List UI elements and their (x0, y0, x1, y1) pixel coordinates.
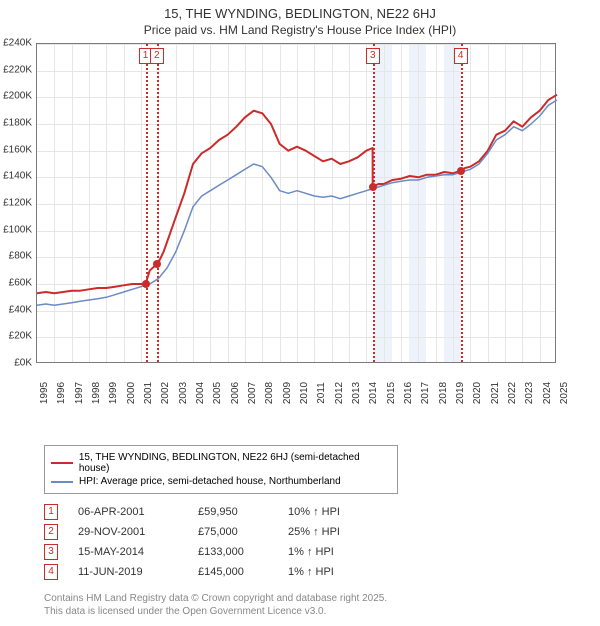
x-tick-label: 1996 (56, 382, 67, 404)
event-label: 3 (366, 48, 380, 64)
x-tick-label: 2017 (420, 382, 431, 404)
legend-swatch (51, 462, 73, 464)
y-tick-label: £200K (3, 91, 32, 102)
x-tick-label: 1999 (108, 382, 119, 404)
x-tick-label: 2001 (143, 382, 154, 404)
title-address: 15, THE WYNDING, BEDLINGTON, NE22 6HJ (0, 6, 600, 21)
x-tick-label: 2015 (386, 382, 397, 404)
legend-row: HPI: Average price, semi-detached house,… (51, 476, 391, 487)
sales-price: £133,000 (198, 546, 288, 558)
y-tick-label: £180K (3, 118, 32, 129)
sales-bullet: 2 (44, 524, 58, 540)
y-tick-label: £80K (9, 251, 32, 262)
y-tick-label: £40K (9, 304, 32, 315)
x-tick-label: 2023 (524, 382, 535, 404)
x-tick-label: 2016 (403, 382, 414, 404)
event-marker (153, 260, 161, 268)
x-axis-labels: 1995 1996 1997 1998 1999 2000 2001 2002 2003 2004… (36, 365, 556, 405)
y-tick-label: £240K (3, 38, 32, 49)
x-tick-label: 2020 (472, 382, 483, 404)
y-tick-label: £100K (3, 224, 32, 235)
x-tick-label: 2010 (299, 382, 310, 404)
x-tick-label: 1998 (91, 382, 102, 404)
x-tick-label: 2009 (282, 382, 293, 404)
x-tick-label: 1997 (74, 382, 85, 404)
y-axis-labels: £0K£20K£40K£60K£80K£100K£120K£140K£160K£… (0, 43, 34, 363)
x-tick-label: 2025 (559, 382, 570, 404)
x-tick-label: 2019 (455, 382, 466, 404)
sales-date: 06-APR-2001 (78, 506, 198, 518)
event-label: 2 (150, 48, 164, 64)
event-marker (369, 183, 377, 191)
line-chart-svg (37, 44, 557, 364)
sales-date: 11-JUN-2019 (78, 566, 198, 578)
sales-delta: 1% ↑ HPI (288, 566, 378, 578)
sales-price: £59,950 (198, 506, 288, 518)
title-subtitle: Price paid vs. HM Land Registry's House … (0, 23, 600, 37)
sales-delta: 1% ↑ HPI (288, 546, 378, 558)
sales-price: £75,000 (198, 526, 288, 538)
x-tick-label: 2012 (334, 382, 345, 404)
legend-label: 15, THE WYNDING, BEDLINGTON, NE22 6HJ (s… (79, 452, 391, 474)
sales-row: 3 15-MAY-2014£133,0001% ↑ HPI (44, 542, 600, 562)
sales-date: 29-NOV-2001 (78, 526, 198, 538)
series-price_paid (37, 95, 557, 294)
chart-area: £0K£20K£40K£60K£80K£100K£120K£140K£160K£… (36, 43, 596, 403)
sales-delta: 25% ↑ HPI (288, 526, 378, 538)
y-tick-label: £140K (3, 171, 32, 182)
x-tick-label: 2004 (195, 382, 206, 404)
legend-row: 15, THE WYNDING, BEDLINGTON, NE22 6HJ (s… (51, 452, 391, 474)
x-tick-label: 2018 (438, 382, 449, 404)
sales-delta: 10% ↑ HPI (288, 506, 378, 518)
series-hpi (37, 100, 557, 305)
x-tick-label: 2024 (542, 382, 553, 404)
x-tick-label: 2007 (247, 382, 258, 404)
x-tick-label: 2008 (264, 382, 275, 404)
y-tick-label: £160K (3, 144, 32, 155)
x-tick-label: 2006 (230, 382, 241, 404)
x-tick-label: 2014 (368, 382, 379, 404)
footer: Contains HM Land Registry data © Crown c… (44, 592, 600, 626)
chart-container: 15, THE WYNDING, BEDLINGTON, NE22 6HJ Pr… (0, 0, 600, 626)
footer-line-1: Contains HM Land Registry data © Crown c… (44, 592, 600, 605)
x-tick-label: 2003 (178, 382, 189, 404)
footer-line-2: This data is licensed under the Open Gov… (44, 605, 600, 618)
x-tick-label: 2022 (507, 382, 518, 404)
y-tick-label: £60K (9, 278, 32, 289)
sales-row: 2 29-NOV-2001£75,00025% ↑ HPI (44, 522, 600, 542)
legend-swatch (51, 481, 73, 483)
sales-row: 1 06-APR-2001£59,95010% ↑ HPI (44, 502, 600, 522)
legend: 15, THE WYNDING, BEDLINGTON, NE22 6HJ (s… (44, 445, 398, 494)
sales-price: £145,000 (198, 566, 288, 578)
sales-bullet: 1 (44, 504, 58, 520)
x-tick-label: 2002 (160, 382, 171, 404)
y-tick-label: £0K (14, 358, 32, 369)
titles: 15, THE WYNDING, BEDLINGTON, NE22 6HJ Pr… (0, 0, 600, 37)
event-marker (457, 167, 465, 175)
event-label: 4 (454, 48, 468, 64)
y-tick-label: £120K (3, 198, 32, 209)
y-tick-label: £220K (3, 64, 32, 75)
event-marker (142, 280, 150, 288)
sales-row: 4 11-JUN-2019£145,0001% ↑ HPI (44, 562, 600, 582)
x-tick-label: 2011 (316, 382, 327, 404)
x-tick-label: 2021 (490, 382, 501, 404)
x-tick-label: 2013 (351, 382, 362, 404)
x-tick-label: 2005 (212, 382, 223, 404)
sales-date: 15-MAY-2014 (78, 546, 198, 558)
legend-label: HPI: Average price, semi-detached house,… (79, 476, 341, 487)
sales-bullet: 4 (44, 564, 58, 580)
plot-area: 1234 (36, 43, 556, 363)
sales-table: 1 06-APR-2001£59,95010% ↑ HPI 2 29-NOV-2001… (44, 502, 600, 582)
sales-bullet: 3 (44, 544, 58, 560)
y-tick-label: £20K (9, 331, 32, 342)
x-tick-label: 1995 (39, 382, 50, 404)
x-tick-label: 2000 (126, 382, 137, 404)
